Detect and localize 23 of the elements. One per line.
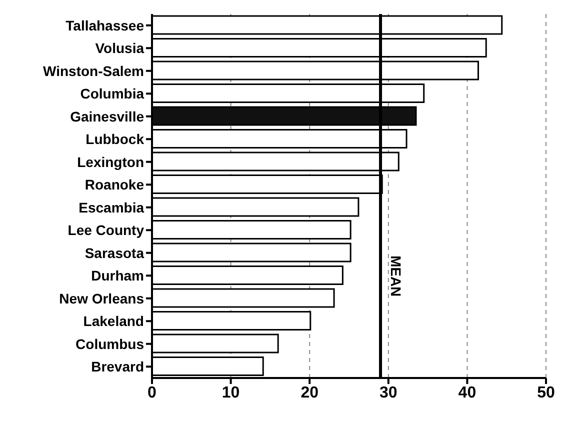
y-tick-label: Lee County <box>68 222 144 238</box>
y-tick-label: Sarasota <box>84 244 144 261</box>
x-tick-label: 40 <box>458 384 476 402</box>
x-tick-label: 20 <box>300 384 319 402</box>
y-tick-label: Durham <box>91 268 144 284</box>
y-tick-label: New Orleans <box>59 290 144 306</box>
y-tick-label: Escambia <box>78 199 144 216</box>
y-tick-label: Lubbock <box>86 131 144 148</box>
y-tick-label: Roanoke <box>84 176 144 193</box>
y-tick-label: Columbia <box>80 86 144 102</box>
y-tick-label: Brevard <box>91 358 144 375</box>
y-tick-label: Winston-Salem <box>43 62 144 79</box>
y-tick-label: Lakeland <box>83 313 144 330</box>
ref-line-label: MEAN <box>388 255 404 297</box>
y-tick-label: Tallahassee <box>66 17 144 34</box>
y-tick-label: Gainesville <box>70 108 144 124</box>
x-tick-label: 50 <box>537 384 555 402</box>
y-tick-label: Columbus <box>76 336 144 352</box>
x-tick-label: 0 <box>148 384 157 402</box>
y-tick-label: Volusia <box>95 40 144 56</box>
x-tick-label: 10 <box>222 384 240 402</box>
y-tick-label: Lexington <box>77 154 144 170</box>
x-tick-label: 30 <box>380 384 398 402</box>
